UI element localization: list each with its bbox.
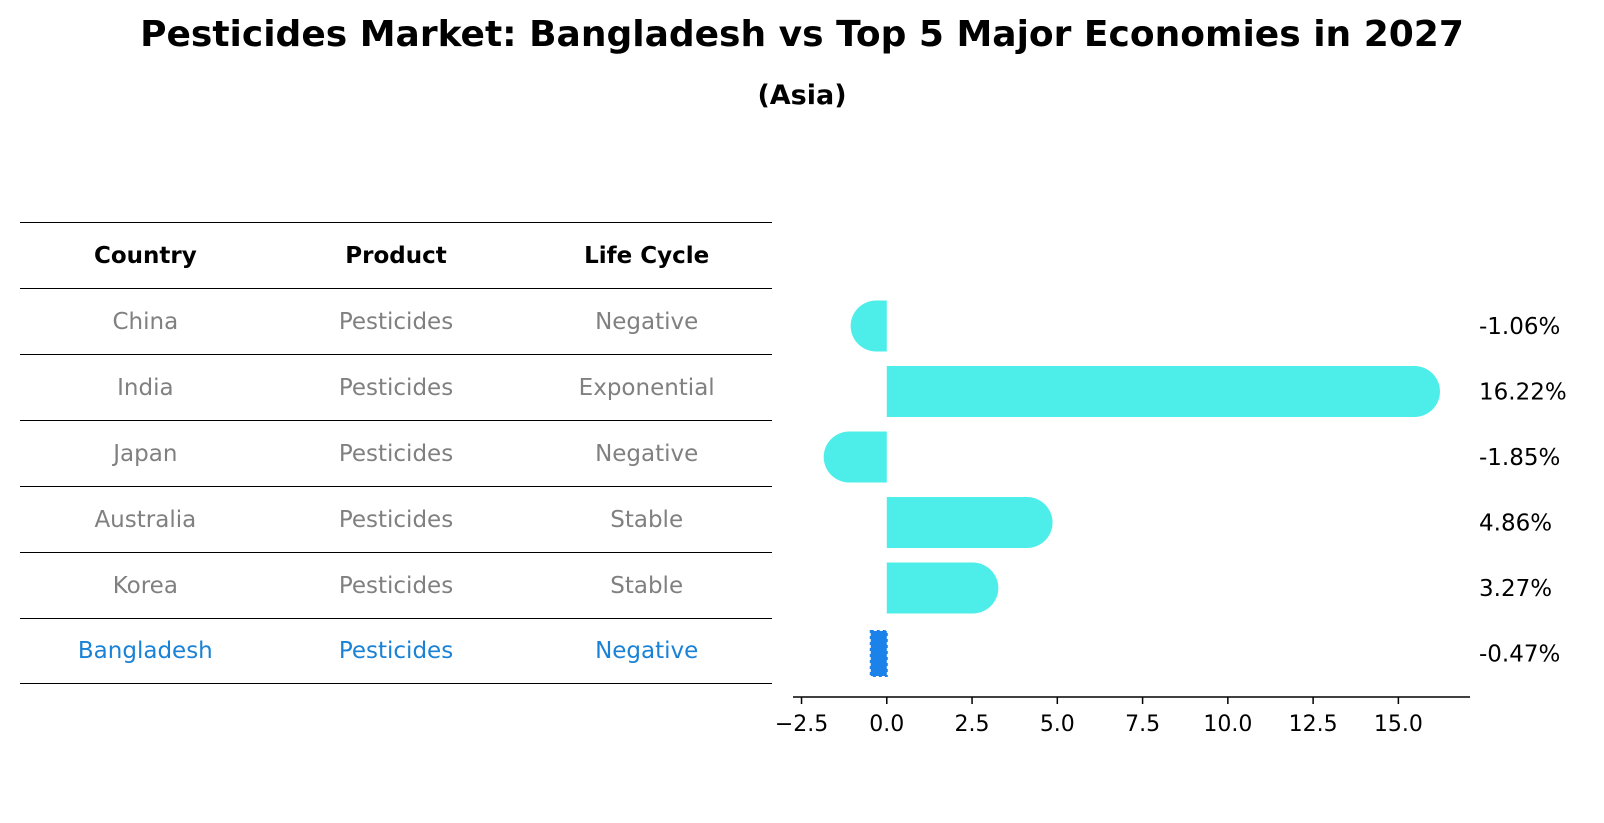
table-row: Japan Pesticides Negative — [20, 420, 772, 486]
country-cell: China — [112, 308, 179, 335]
x-tick-label: 5.0 — [1040, 712, 1075, 737]
bar — [886, 497, 1053, 548]
product-cell: Pesticides — [338, 308, 454, 335]
x-tick-label: 10.0 — [1203, 712, 1252, 737]
table-header-row: Country Product Life Cycle — [20, 222, 772, 288]
life-cycle-cell: Stable — [610, 506, 684, 533]
value-label: 16.22% — [1479, 380, 1567, 406]
value-label: -1.06% — [1479, 314, 1560, 340]
country-cell: Japan — [113, 440, 178, 467]
table-row: China Pesticides Negative — [20, 288, 772, 354]
header-product: Product — [345, 242, 447, 269]
header-country: Country — [93, 242, 197, 269]
life-cycle-cell: Negative — [595, 440, 699, 467]
bar — [850, 300, 887, 352]
value-label: 3.27% — [1479, 576, 1552, 602]
product-cell: Pesticides — [338, 374, 454, 401]
life-cycle-cell: Negative — [595, 308, 699, 335]
country-cell: India — [117, 374, 174, 401]
chart-subtitle: (Asia) — [757, 80, 847, 111]
value-label: 4.86% — [1479, 511, 1552, 537]
bar — [823, 431, 887, 483]
bar — [886, 366, 1440, 417]
x-tick-label: 15.0 — [1374, 712, 1423, 737]
x-tick-label: −2.5 — [775, 712, 828, 737]
product-cell: Pesticides — [338, 506, 454, 533]
header-life-cycle: Life Cycle — [584, 242, 710, 269]
comparison-table: Country Product Life Cycle China Pestici… — [20, 222, 772, 684]
product-cell: Pesticides — [338, 440, 454, 467]
table-row: India Pesticides Exponential — [20, 354, 772, 420]
product-cell: Pesticides — [338, 638, 454, 664]
bar-highlighted — [869, 630, 888, 677]
x-tick-label: 12.5 — [1289, 712, 1338, 737]
life-cycle-cell: Negative — [595, 638, 699, 664]
chart-title: Pesticides Market: Bangladesh vs Top 5 M… — [140, 14, 1464, 55]
product-cell: Pesticides — [338, 572, 454, 599]
life-cycle-cell: Exponential — [578, 374, 715, 401]
table-row-highlighted: Bangladesh Pesticides Negative — [20, 618, 772, 684]
country-cell: Bangladesh — [77, 638, 213, 664]
x-tick-label: 7.5 — [1125, 712, 1160, 737]
x-tick-label: 2.5 — [955, 712, 990, 737]
life-cycle-cell: Stable — [610, 572, 684, 599]
table-row: Australia Pesticides Stable — [20, 486, 772, 552]
x-tick-label: 0.0 — [869, 712, 904, 737]
value-label: -0.47% — [1479, 642, 1560, 668]
bar — [886, 562, 999, 614]
country-cell: Australia — [94, 506, 197, 533]
table-row: Korea Pesticides Stable — [20, 552, 772, 618]
value-label: -1.85% — [1479, 445, 1560, 471]
country-cell: Korea — [112, 572, 178, 599]
